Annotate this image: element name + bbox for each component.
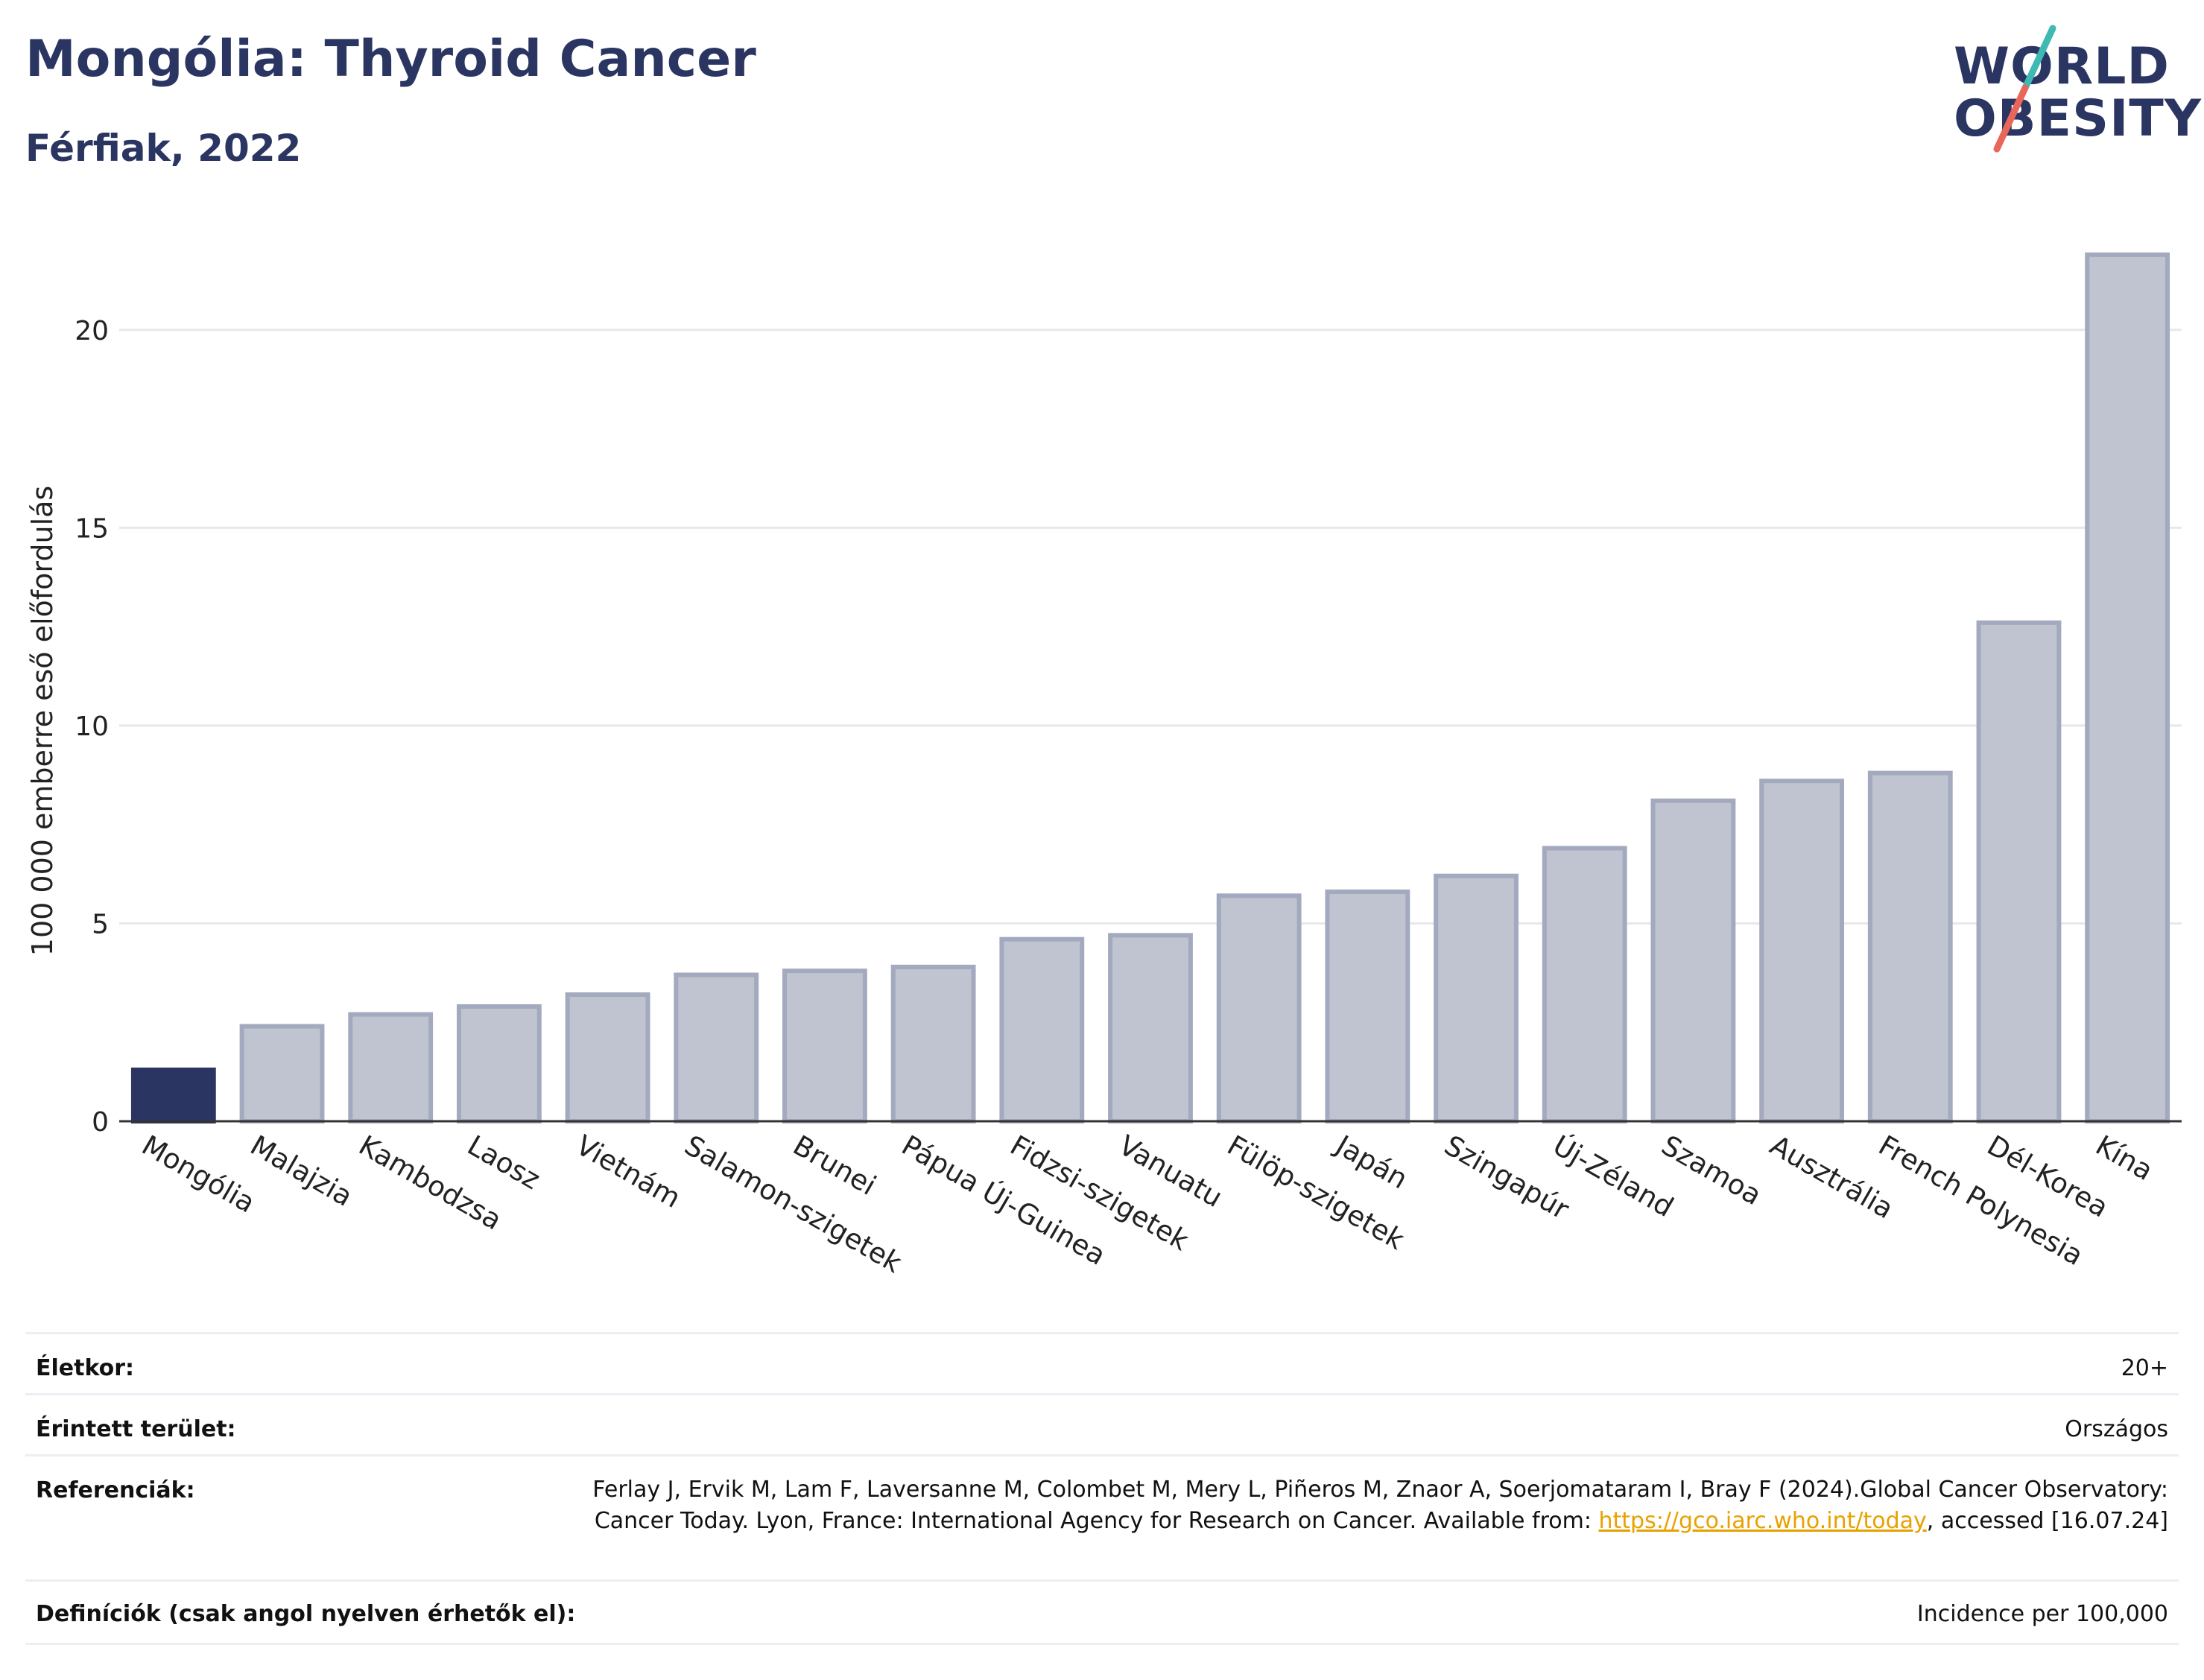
chart-title: Mongólia: Thyroid Cancer [25, 30, 756, 89]
y-tick-label: 0 [92, 1107, 109, 1138]
logo-text-obesity: OBESITY [1954, 89, 2202, 148]
area-value: Országos [2065, 1416, 2168, 1442]
bar-f-l-p-szigetek [1216, 893, 1302, 1124]
references-text-part2: , accessed [16.07.24] [1926, 1508, 2168, 1534]
bar-jap-n [1325, 889, 1410, 1123]
bar-kambodzsa [348, 1012, 434, 1123]
bar-ausztr-lia [1759, 779, 1845, 1123]
bar-d-l-korea [1976, 620, 2062, 1123]
bar-k-na [2085, 252, 2170, 1123]
references-label: Referenciák: [36, 1477, 195, 1503]
y-tick-label: 10 [75, 711, 109, 742]
bar-brunei [782, 969, 867, 1123]
chart-subtitle: Férfiak, 2022 [25, 127, 302, 170]
area-label: Érintett terület: [36, 1416, 236, 1442]
y-tick-label: 15 [75, 513, 109, 544]
bar-vietn-m [565, 992, 650, 1123]
y-tick-label: 20 [75, 316, 109, 346]
references-link[interactable]: https://gco.iarc.who.int/today [1598, 1508, 1927, 1534]
info-row-references: Referenciák: Ferlay J, Ervik M, Lam F, L… [25, 1454, 2179, 1582]
bar-p-pua-j-guinea [890, 964, 976, 1124]
x-tick-label: Pápua Új-Guinea [896, 1129, 1112, 1272]
bar-vanuatu [1108, 933, 1193, 1124]
y-tick-label: 5 [92, 909, 109, 939]
x-tick-label: Laosz [462, 1129, 545, 1196]
bar-szingap-r [1434, 873, 1519, 1123]
bar--j-z-land [1542, 846, 1627, 1123]
x-tick-label: Mongólia [136, 1129, 260, 1220]
logo-slash-icon [1993, 25, 2056, 153]
references-text-part1: Ferlay J, Ervik M, Lam F, Laversanne M, … [592, 1477, 2168, 1534]
bar-szamoa [1650, 798, 1736, 1124]
logo-text-world: WORLD [1954, 37, 2170, 96]
bar-salamon-szigetek [674, 972, 759, 1123]
bar-chart: 0 5 10 15 20 100 000 emberre eső előfordulás M… [26, 252, 2182, 1279]
bar-malajzia [239, 1024, 325, 1123]
bar-fidzsi-szigetek [999, 936, 1085, 1123]
x-tick-label: Fülöp-szigetek [1222, 1129, 1410, 1257]
x-tick-label: Kína [2090, 1129, 2158, 1188]
x-tick-label: French Polynesia [1873, 1129, 2089, 1272]
age-value: 20+ [2121, 1355, 2168, 1381]
bar-mong-lia [130, 1067, 216, 1124]
info-row-age: Életkor: 20+ [25, 1332, 2179, 1395]
bar-laosz [456, 1004, 542, 1123]
info-row-area: Érintett terület: Országos [25, 1393, 2179, 1456]
x-tick-label: Ausztrália [1764, 1129, 1899, 1226]
references-text: Ferlay J, Ervik M, Lam F, Laversanne M, … [529, 1474, 2168, 1537]
definitions-value: Incidence per 100,000 [1916, 1601, 2168, 1627]
world-obesity-logo: WORLD OBESITY [1937, 15, 2201, 164]
x-tick-label: Vietnám [571, 1129, 686, 1214]
x-tick-label: Japán [1329, 1129, 1413, 1196]
definitions-label: Definíciók (csak angol nyelven érhetők e… [36, 1601, 576, 1627]
info-row-definitions: Definíciók (csak angol nyelven érhetők e… [25, 1579, 2179, 1645]
x-tick-label: Malajzia [245, 1129, 358, 1213]
bar-french-polynesia [1867, 770, 1953, 1123]
age-label: Életkor: [36, 1355, 135, 1381]
y-axis-title: 100 000 emberre eső előfordulás [26, 486, 59, 956]
